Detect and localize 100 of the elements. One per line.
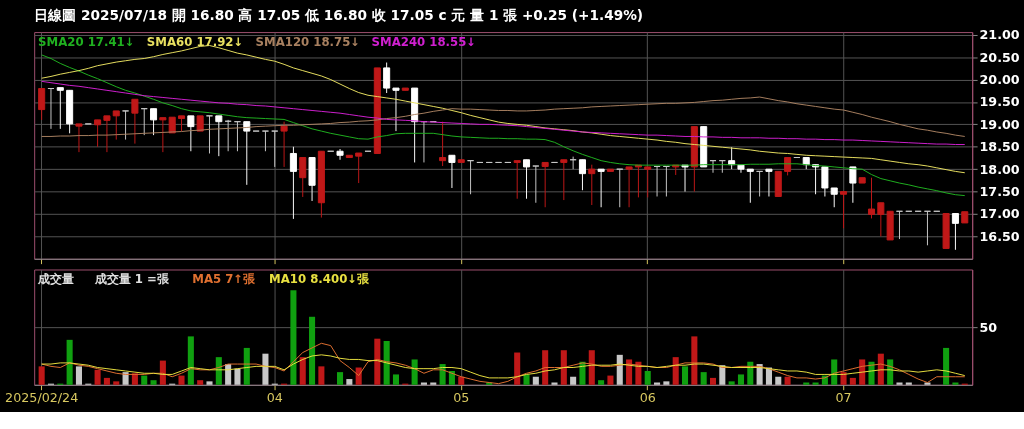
- bar: [943, 347, 950, 385]
- x-tick-label: 07: [835, 389, 852, 405]
- y-tick-label: 17.00: [979, 206, 1020, 222]
- bar: [877, 353, 884, 385]
- candlestick: [103, 115, 111, 153]
- bar: [262, 353, 269, 385]
- bar: [626, 359, 633, 385]
- y-tick-label: 20.00: [979, 71, 1020, 87]
- candlestick: [187, 115, 195, 152]
- candlestick: [392, 87, 400, 132]
- series-label: SMA60 17.92↓: [146, 34, 244, 49]
- candlestick: [541, 161, 549, 208]
- candlestick: [849, 166, 857, 204]
- bar: [831, 359, 838, 385]
- y-tick-label: 19.50: [979, 94, 1020, 110]
- bar: [346, 379, 353, 385]
- y-tick-label: 18.00: [979, 161, 1020, 177]
- bar: [896, 382, 903, 385]
- bar: [607, 375, 614, 385]
- candlestick: [578, 159, 586, 191]
- y-tick-label: 21.00: [979, 27, 1020, 43]
- bar: [122, 372, 129, 385]
- bar: [383, 341, 390, 385]
- text: MA10 8.400↓張: [269, 272, 371, 287]
- candlestick: [448, 154, 456, 189]
- x-tick-label: 06: [639, 389, 656, 405]
- candlestick: [588, 164, 596, 206]
- bar: [318, 366, 325, 385]
- candlestick: [271, 130, 279, 168]
- bar: [737, 374, 744, 385]
- candlestick: [765, 168, 773, 197]
- x-tick-label: 04: [266, 389, 283, 405]
- candlestick: [355, 152, 363, 184]
- bar: [458, 376, 465, 385]
- bar: [206, 381, 213, 385]
- bar: [234, 368, 241, 385]
- line-series: [41, 96, 966, 137]
- y-tick-label: 19.00: [979, 116, 1020, 132]
- candlestick: [532, 165, 540, 204]
- bar: [551, 382, 558, 385]
- text: SMA120 18.75↓: [255, 34, 361, 49]
- candlestick: [644, 166, 652, 198]
- bar: [784, 376, 791, 385]
- candlestick: [746, 168, 754, 204]
- y-tick-label: 50: [979, 319, 998, 335]
- bar: [197, 380, 204, 385]
- x-tick-label: 05: [453, 389, 470, 405]
- candlestick: [336, 148, 344, 161]
- bar: [691, 336, 698, 385]
- bar: [215, 357, 222, 385]
- bar: [103, 377, 110, 385]
- line-series: [41, 45, 966, 174]
- bar: [616, 354, 623, 385]
- candlestick: [597, 168, 605, 208]
- bar: [159, 360, 166, 385]
- candlestick: [840, 191, 848, 229]
- candlestick: [56, 87, 64, 130]
- candlestick: [513, 160, 521, 200]
- bar: [243, 347, 250, 385]
- bar: [113, 381, 120, 385]
- candlestick: [383, 62, 391, 94]
- candlestick: [261, 130, 269, 152]
- y-tick-label: 18.50: [979, 139, 1020, 155]
- bar: [374, 338, 381, 385]
- candlestick: [821, 166, 829, 197]
- bar: [309, 316, 316, 385]
- bar: [849, 377, 856, 385]
- text: MA5 7↑張: [192, 272, 257, 287]
- bar: [514, 352, 521, 385]
- bar: [709, 377, 717, 385]
- bar: [672, 357, 679, 385]
- candlestick: [243, 121, 251, 186]
- bar: [542, 350, 549, 385]
- bar: [141, 375, 148, 385]
- candlestick: [625, 166, 633, 208]
- y-tick-label: 17.50: [979, 183, 1020, 199]
- bar: [131, 373, 138, 385]
- bar: [178, 375, 185, 385]
- y-tick-label: 20.50: [979, 49, 1020, 65]
- bar: [337, 372, 344, 385]
- bar: [38, 366, 45, 385]
- text: SMA240 18.55↓: [371, 34, 477, 49]
- chart-title: 日線圖 2025/07/18 開 16.80 高 17.05 低 16.80 收 17.05 c 元 量 1 張 +0.25 (+1.49%): [34, 7, 644, 24]
- bar: [392, 374, 400, 385]
- x-tick-label: 2025/02/24: [5, 389, 79, 405]
- candlestick: [131, 98, 139, 145]
- bar: [66, 339, 73, 385]
- candlestick: [150, 108, 158, 136]
- bar: [187, 336, 194, 385]
- bar: [682, 366, 689, 385]
- candlestick: [439, 121, 447, 167]
- candlestick: [94, 119, 102, 148]
- chart-title: 成交量: [37, 272, 75, 287]
- candlestick: [299, 157, 307, 198]
- bar: [728, 381, 735, 385]
- bar: [290, 290, 297, 385]
- series-label: SMA20 17.41↓: [38, 34, 135, 49]
- bar: [560, 350, 567, 385]
- bar: [700, 372, 707, 385]
- bar: [598, 380, 605, 385]
